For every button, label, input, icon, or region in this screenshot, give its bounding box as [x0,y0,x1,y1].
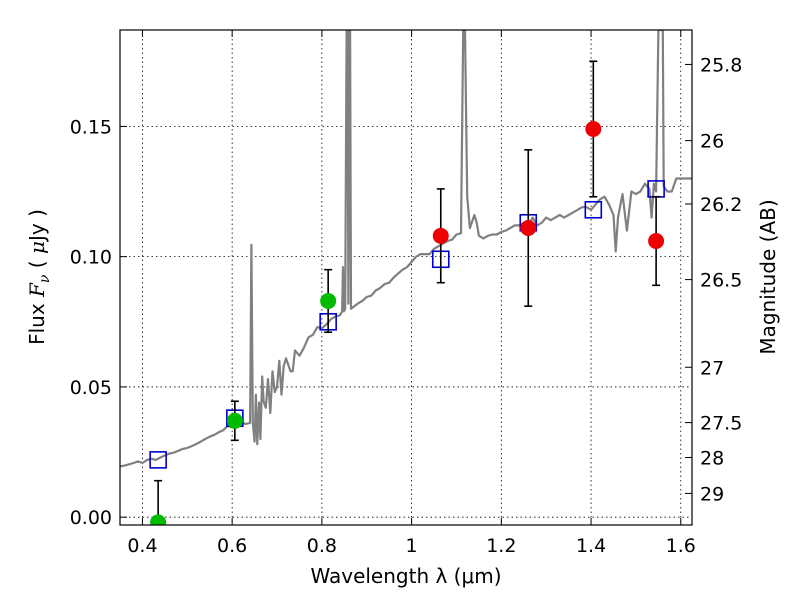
model-point [584,200,603,219]
red-data-point [432,227,449,244]
y-axis-label: Flux Fν ( μJy ) [25,209,53,345]
y2-tick-label: 27 [700,357,724,379]
plot-frame [119,29,693,526]
y-tick-label: 0.15 [70,116,112,138]
axis-ticks: 0.4 0.6 0.8 1 1.2 1.4 1.6 0.00 0.05 0.10 0.15 25.8 2… [70,30,742,557]
model-point [149,451,167,469]
green-data-point [320,292,337,309]
x-tick-label: 1.2 [486,535,516,557]
y2-tick-label: 26.5 [700,270,742,292]
plot-area [120,30,692,525]
secondary-y-axis-label: Magnitude (AB) [756,199,780,354]
x-tick-label: 0.8 [307,535,337,557]
x-tick-label: 0.6 [217,535,247,557]
green-data-point [226,412,243,429]
y-tick-label: 0.05 [70,377,112,399]
grid-lines [120,30,692,525]
y2-tick-label: 25.8 [700,54,742,76]
y2-tick-label: 26.2 [700,194,742,216]
x-axis-label: Wavelength λ (μm) [310,564,501,588]
x-tick-label: 1.6 [666,535,696,557]
y2-tick-label: 27.5 [700,413,742,435]
model-spectrum-line [120,30,692,468]
y2-tick-label: 29 [700,483,724,505]
red-data-point [585,121,602,137]
y-tick-label: 0.00 [70,507,112,529]
red-data-point [520,220,537,236]
x-tick-label: 0.4 [127,535,157,557]
y-tick-label: 0.10 [70,247,112,269]
green-data-point [150,514,167,525]
x-tick-label: 1.4 [576,535,606,557]
y2-tick-label: 28 [700,448,724,470]
y2-tick-label: 26 [700,131,724,153]
x-tick-label: 1 [406,535,418,557]
red-data-point [648,233,665,250]
